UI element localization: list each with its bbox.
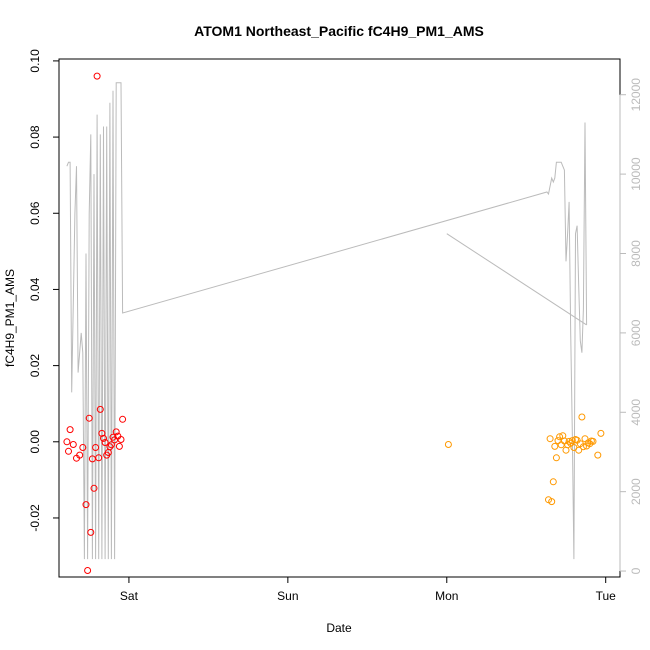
x-tick-label: Sun bbox=[277, 589, 298, 603]
plot-area-border bbox=[58, 58, 621, 578]
data-point-series-1 bbox=[69, 441, 77, 448]
data-point-series-1 bbox=[115, 442, 123, 450]
data-point-series-1 bbox=[98, 429, 106, 437]
data-point-series-1 bbox=[90, 484, 98, 492]
data-point-series-2 bbox=[597, 429, 605, 437]
data-point-series-2 bbox=[551, 442, 559, 450]
y2-tick-label: 10000 bbox=[629, 157, 643, 191]
data-point-series-1 bbox=[85, 414, 93, 422]
data-point-series-1 bbox=[82, 501, 90, 509]
points-layer bbox=[63, 72, 605, 574]
data-point-series-1 bbox=[79, 444, 87, 451]
data-point-series-2 bbox=[594, 451, 602, 459]
data-point-series-1 bbox=[100, 434, 107, 442]
data-point-series-2 bbox=[568, 437, 576, 445]
y-tick-label: 0.08 bbox=[28, 125, 42, 149]
data-point-series-1 bbox=[107, 441, 115, 449]
data-point-series-2 bbox=[556, 433, 564, 441]
y-axis-label: fC4H9_PM1_AMS bbox=[3, 269, 17, 367]
data-point-series-1 bbox=[66, 426, 74, 434]
data-point-series-2 bbox=[565, 437, 573, 445]
altitude-layer bbox=[66, 82, 588, 560]
data-point-series-1 bbox=[92, 444, 100, 451]
data-point-series-2 bbox=[444, 441, 452, 448]
y-tick-label: 0.02 bbox=[28, 354, 42, 378]
y2-tick-label: 6000 bbox=[629, 319, 643, 346]
data-point-series-1 bbox=[96, 405, 104, 413]
y2-tick-label: 2000 bbox=[629, 478, 643, 505]
x-tick-label: Mon bbox=[435, 589, 458, 603]
y-tick-label: 0.00 bbox=[28, 430, 42, 454]
data-point-series-2 bbox=[589, 437, 597, 445]
data-point-series-1 bbox=[117, 436, 125, 443]
y-axis: -0.02 0.00 0.02 0.04 0.06 0.08 0.10 bbox=[28, 49, 60, 532]
data-point-series-1 bbox=[112, 428, 120, 436]
data-point-series-2 bbox=[548, 498, 556, 506]
data-point-series-1 bbox=[106, 443, 114, 451]
data-point-series-1 bbox=[87, 528, 95, 536]
y-tick-label: 0.04 bbox=[28, 277, 42, 301]
y2-axis: 0 2000 4000 6000 8000 10000 12000 bbox=[619, 78, 643, 574]
y-tick-label: 0.06 bbox=[28, 201, 42, 225]
data-point-series-1 bbox=[95, 454, 103, 462]
x-axis-label: Date bbox=[326, 621, 352, 635]
x-axis: Sat Sun Mon Tue bbox=[62, 576, 617, 603]
y2-tick-label: 12000 bbox=[629, 78, 643, 112]
y2-tick-label: 0 bbox=[629, 567, 643, 574]
data-point-series-2 bbox=[575, 446, 583, 454]
y2-tick-label: 8000 bbox=[629, 240, 643, 267]
data-point-series-2 bbox=[546, 435, 554, 443]
data-point-series-2 bbox=[554, 437, 562, 445]
chart-title: ATOM1 Northeast_Pacific fC4H9_PM1_AMS bbox=[194, 23, 484, 39]
y-tick-label: 0.10 bbox=[28, 49, 42, 73]
y-tick-label: -0.02 bbox=[28, 504, 42, 532]
data-point-series-1 bbox=[63, 438, 71, 446]
data-point-series-1 bbox=[119, 415, 127, 423]
data-point-series-2 bbox=[549, 478, 557, 486]
altitude-line-segment bbox=[446, 233, 587, 326]
data-point-series-1 bbox=[93, 72, 101, 80]
data-point-series-1 bbox=[65, 447, 72, 455]
data-point-series-1 bbox=[76, 451, 84, 459]
altitude-line bbox=[66, 82, 588, 560]
x-tick-label: Tue bbox=[596, 589, 617, 603]
x-tick-label: Sat bbox=[120, 589, 139, 603]
data-point-series-2 bbox=[581, 435, 589, 443]
y2-tick-label: 4000 bbox=[629, 399, 643, 426]
data-point-series-2 bbox=[557, 441, 565, 449]
data-point-series-2 bbox=[579, 443, 587, 451]
data-point-series-2 bbox=[578, 413, 586, 421]
data-point-series-1 bbox=[84, 567, 92, 574]
data-point-series-2 bbox=[552, 454, 560, 462]
data-point-series-1 bbox=[101, 439, 109, 446]
